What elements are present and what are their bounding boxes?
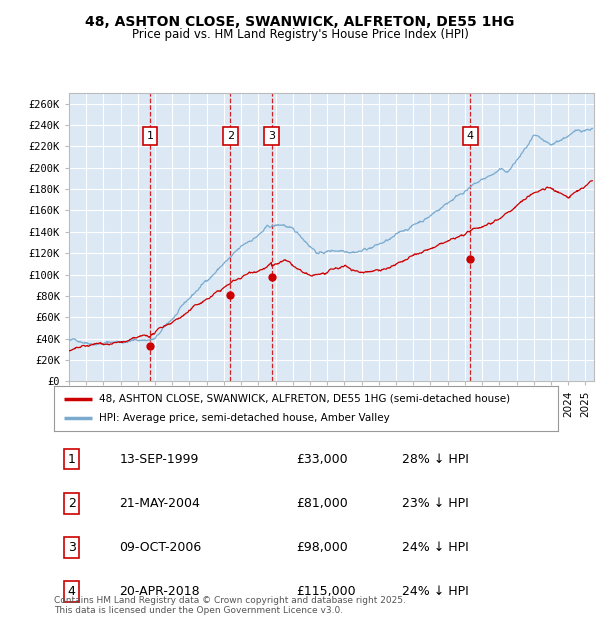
Text: 2: 2 [227,131,234,141]
Text: 24% ↓ HPI: 24% ↓ HPI [402,585,469,598]
Text: 28% ↓ HPI: 28% ↓ HPI [402,453,469,466]
Text: 3: 3 [268,131,275,141]
Text: 24% ↓ HPI: 24% ↓ HPI [402,541,469,554]
Text: £115,000: £115,000 [296,585,356,598]
Text: Contains HM Land Registry data © Crown copyright and database right 2025.
This d: Contains HM Land Registry data © Crown c… [54,596,406,615]
Text: 13-SEP-1999: 13-SEP-1999 [119,453,199,466]
Text: 4: 4 [68,585,76,598]
Text: 3: 3 [68,541,76,554]
Text: £98,000: £98,000 [296,541,347,554]
Text: Price paid vs. HM Land Registry's House Price Index (HPI): Price paid vs. HM Land Registry's House … [131,28,469,41]
Text: 21-MAY-2004: 21-MAY-2004 [119,497,200,510]
Text: 23% ↓ HPI: 23% ↓ HPI [402,497,469,510]
Text: 48, ASHTON CLOSE, SWANWICK, ALFRETON, DE55 1HG: 48, ASHTON CLOSE, SWANWICK, ALFRETON, DE… [85,16,515,30]
Text: 48, ASHTON CLOSE, SWANWICK, ALFRETON, DE55 1HG (semi-detached house): 48, ASHTON CLOSE, SWANWICK, ALFRETON, DE… [100,394,511,404]
Text: 1: 1 [68,453,76,466]
Text: £33,000: £33,000 [296,453,347,466]
Text: £81,000: £81,000 [296,497,347,510]
Text: 20-APR-2018: 20-APR-2018 [119,585,200,598]
Text: 09-OCT-2006: 09-OCT-2006 [119,541,202,554]
Text: 1: 1 [146,131,154,141]
Text: 4: 4 [467,131,473,141]
Text: 2: 2 [68,497,76,510]
Text: HPI: Average price, semi-detached house, Amber Valley: HPI: Average price, semi-detached house,… [100,414,390,423]
